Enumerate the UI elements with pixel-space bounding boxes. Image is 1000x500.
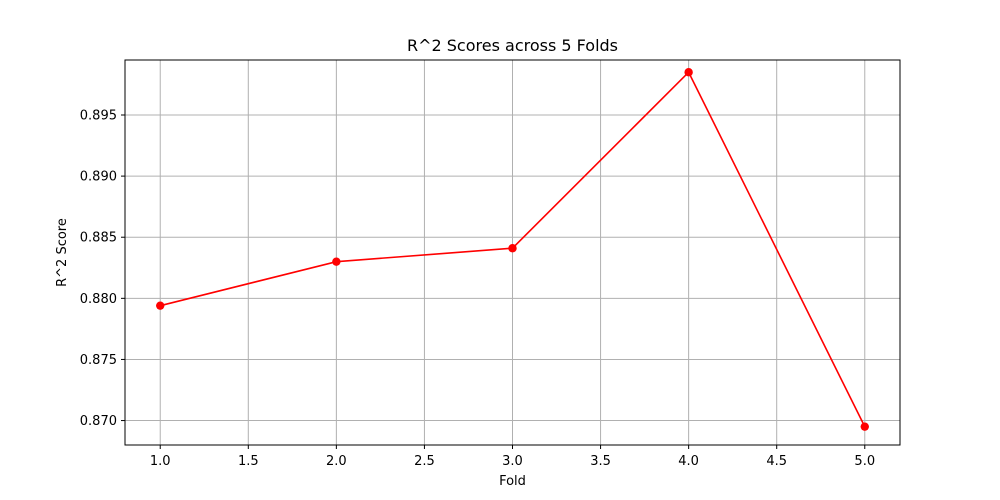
x-axis-label: Fold xyxy=(499,474,526,489)
x-tick-label: 1.5 xyxy=(238,454,259,469)
data-point xyxy=(860,422,869,431)
y-tick-label: 0.895 xyxy=(80,109,117,124)
y-axis-label: R^2 Score xyxy=(55,218,70,287)
x-tick-label: 5.0 xyxy=(854,454,875,469)
y-tick-label: 0.890 xyxy=(80,170,117,185)
data-point xyxy=(508,244,517,253)
y-tick-label: 0.870 xyxy=(80,414,117,429)
x-tick-label: 3.0 xyxy=(502,454,523,469)
data-point xyxy=(156,301,165,310)
y-tick-label: 0.880 xyxy=(80,292,117,307)
data-point xyxy=(684,68,693,77)
x-tick-label: 4.5 xyxy=(766,454,787,469)
y-tick-label: 0.885 xyxy=(80,231,117,246)
data-layer xyxy=(156,68,869,431)
data-point xyxy=(332,257,341,266)
x-tick-label: 2.5 xyxy=(414,454,435,469)
x-tick-label: 3.5 xyxy=(590,454,611,469)
tick-layer: 1.0 1.5 2.0 2.5 3.0 3.5 4.0 4.5 5.0 0.870 0.875 0.8… xyxy=(80,109,875,470)
x-tick-label: 1.0 xyxy=(150,454,171,469)
chart-title: R^2 Scores across 5 Folds xyxy=(407,36,618,55)
x-tick-label: 4.0 xyxy=(678,454,699,469)
y-tick-label: 0.875 xyxy=(80,353,117,368)
x-tick-label: 2.0 xyxy=(326,454,347,469)
